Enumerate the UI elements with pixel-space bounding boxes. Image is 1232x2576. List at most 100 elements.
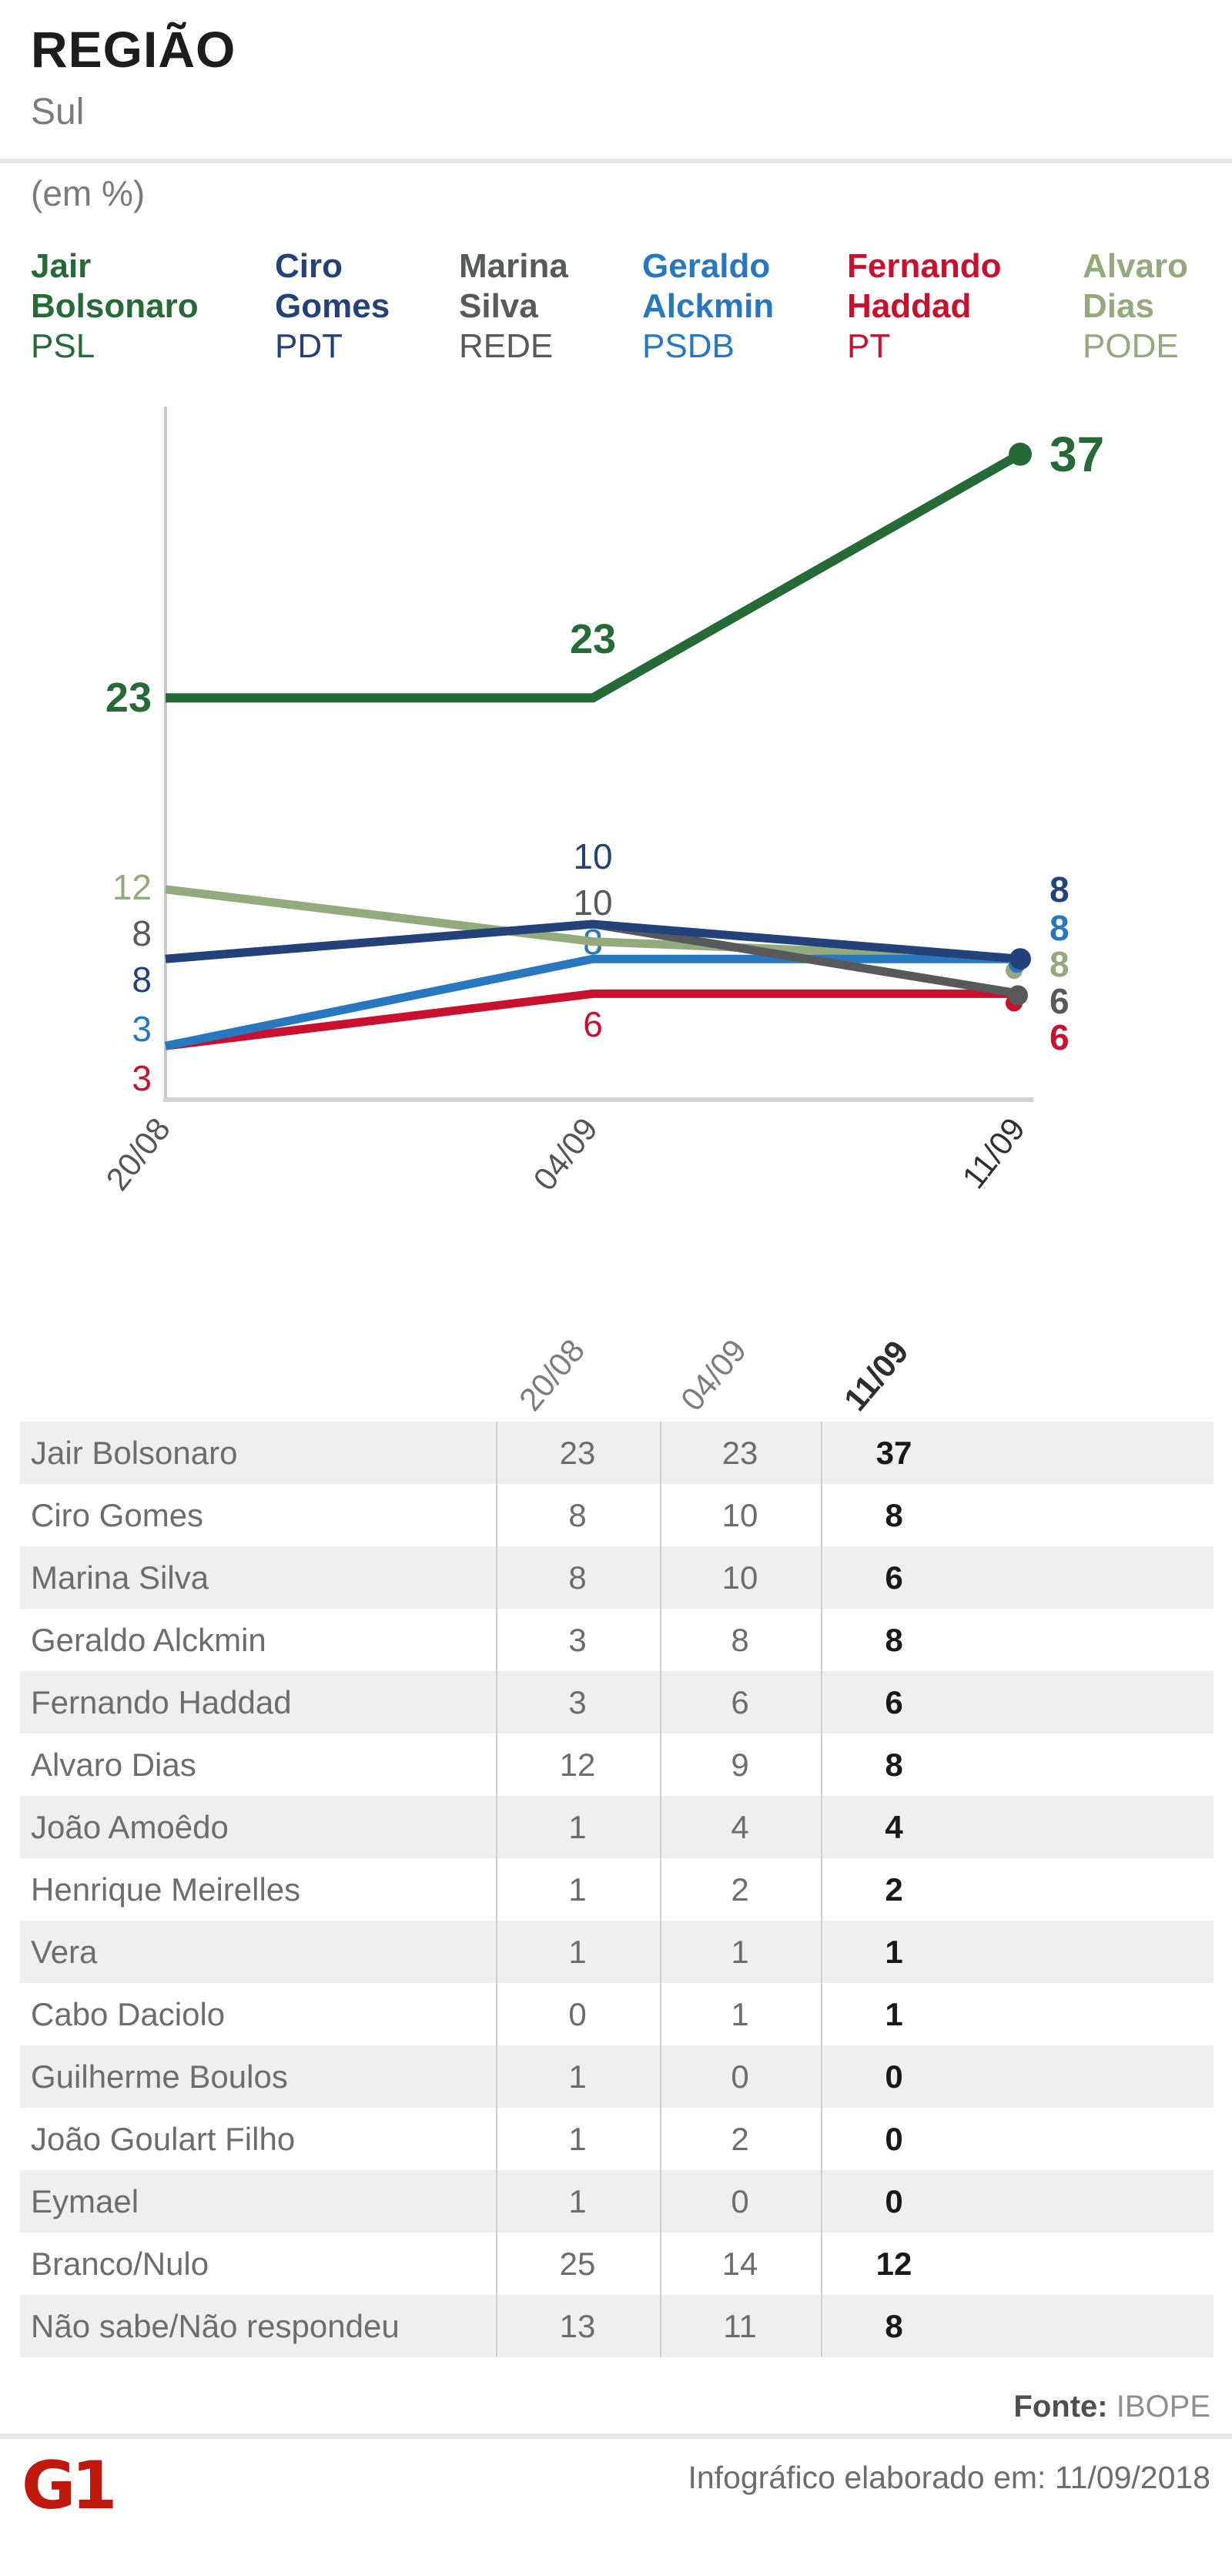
value-label-fernando-haddad-04-09: 6 [583,1004,603,1044]
table-row-eymael: Eymael 1 0 0 [20,2170,1214,2233]
table-column-header-20-08: 20/08 [511,1332,592,1418]
value-cell-20-08: 23 [559,1434,596,1471]
candidate-first-name: Alvaro [1083,247,1188,285]
value-cell-04-09: 10 [721,1559,758,1596]
value-label-ciro-gomes-04-09: 10 [573,836,612,876]
value-cell-20-08: 8 [568,1559,587,1596]
candidate-party: PT [847,327,891,365]
value-cell-11-09: 37 [875,1434,912,1471]
table-column-header-11-09: 11/09 [836,1333,916,1418]
value-label-fernando-haddad-20-08: 3 [132,1058,152,1098]
table-column-header-04-09: 04/09 [673,1332,754,1418]
candidate-name: João Amoêdo [31,1808,229,1845]
x-tick-label-11-09: 11/09 [955,1111,1032,1195]
header-divider [0,159,1232,163]
value-cell-11-09: 8 [885,1746,903,1783]
value-cell-04-09: 11 [723,2307,757,2344]
candidate-name: Vera [31,1933,98,1970]
series-line-geraldo-alckmin [164,954,1020,1050]
candidate-party: PDT [275,327,343,365]
table-row-na-o-sabe-na-o-respondeu: Não sabe/Não respondeu 13 11 8 [20,2295,1214,2357]
candidate-first-name: Geraldo [642,247,771,285]
value-cell-04-09: 1 [731,1933,749,1970]
page-subtitle: Sul [31,92,85,132]
candidate-party: PODE [1083,327,1179,365]
value-cell-20-08: 0 [568,1995,587,2032]
legend-item-silva: Marina Silva REDE [459,246,568,367]
table-row-joa-o-goulart-filho: João Goulart Filho 1 2 0 [20,2108,1214,2170]
value-label-alvaro-dias-11-09: 8 [1050,944,1070,984]
candidate-last-name: Silva [459,287,538,325]
candidate-party: PSDB [642,327,735,365]
candidate-name: João Goulart Filho [31,2120,296,2157]
endpoint-dot-ciro-gomes [1009,948,1031,970]
table-row-fernando-haddad: Fernando Haddad 3 6 6 [20,1671,1214,1734]
candidate-name: Jair Bolsonaro [31,1434,238,1471]
value-label-ciro-gomes-11-09: 8 [1050,869,1070,909]
candidate-first-name: Marina [459,247,568,285]
value-cell-20-08: 3 [568,1621,587,1658]
value-cell-04-09: 9 [731,1746,749,1783]
value-label-jair-bolsonaro-11-09: 37 [1050,427,1104,482]
table-row-henrique-meirelles: Henrique Meirelles 1 2 2 [20,1858,1214,1921]
candidate-name: Marina Silva [31,1559,209,1596]
table-row-joa-o-amoe-do: João Amoêdo 1 4 4 [20,1796,1214,1858]
value-cell-11-09: 8 [885,2307,903,2344]
value-cell-04-09: 8 [731,1621,749,1658]
credit-text: Infográfico elaborado em: 11/09/2018 [688,2460,1210,2495]
legend-item-haddad: Fernando Haddad PT [847,246,1001,367]
candidate-last-name: Haddad [847,287,972,325]
legend-item-dias: Alvaro Dias PODE [1083,246,1188,367]
table-row-alvaro-dias: Alvaro Dias 12 9 8 [20,1734,1214,1796]
footer-divider [0,2434,1232,2439]
table-row-jair-bolsonaro: Jair Bolsonaro 23 23 37 [20,1422,1214,1484]
source-value: IBOPE [1116,2390,1210,2424]
x-tick-label-04-09: 04/09 [526,1111,604,1198]
table-row-branco-nulo: Branco/Nulo 25 14 12 [20,2233,1214,2295]
table-row-geraldo-alckmin: Geraldo Alckmin 3 8 8 [20,1609,1214,1671]
value-cell-20-08: 8 [568,1496,587,1533]
legend-item-bolsonaro: Jair Bolsonaro PSL [31,246,199,367]
table-row-vera: Vera 1 1 1 [20,1921,1214,1983]
table-divider-0 [496,1422,497,2357]
table-divider-2 [821,1422,822,2357]
value-cell-20-08: 12 [559,1746,596,1783]
value-label-geraldo-alckmin-20-08: 3 [132,1009,152,1049]
value-cell-04-09: 2 [731,2120,749,2157]
candidate-name: Cabo Daciolo [31,1995,226,2032]
endpoint-dot-marina-silva [1008,985,1028,1006]
value-cell-20-08: 1 [568,1808,587,1845]
candidate-name: Geraldo Alckmin [31,1621,266,1658]
candidate-name: Henrique Meirelles [31,1871,301,1908]
candidate-name: Fernando Haddad [31,1683,292,1720]
value-label-jair-bolsonaro-20-08: 23 [105,675,152,721]
series-line-ciro-gomes [165,920,1021,963]
value-cell-20-08: 1 [568,2120,587,2157]
value-cell-20-08: 3 [568,1683,587,1720]
value-cell-04-09: 0 [731,2182,749,2219]
table-divider-1 [660,1422,661,2357]
value-label-marina-silva-04-09: 10 [573,883,612,923]
candidate-last-name: Gomes [275,287,390,325]
page-title: REGIÃO [31,21,236,78]
g1-logo: G1 [22,2447,117,2524]
value-cell-04-09: 1 [731,1995,749,2032]
value-cell-11-09: 8 [885,1496,903,1533]
candidate-name: Eymael [31,2182,139,2219]
x-tick-label-20-08: 20/08 [99,1111,177,1198]
candidate-name: Branco/Nulo [31,2245,209,2282]
value-cell-11-09: 8 [885,1621,903,1658]
candidate-name: Alvaro Dias [31,1746,196,1783]
value-cell-20-08: 1 [568,1871,587,1908]
value-cell-11-09: 4 [885,1808,903,1845]
source-label: Fonte: [1013,2390,1108,2424]
unit-label: (em %) [31,173,146,213]
value-cell-20-08: 1 [568,2058,587,2095]
table-row-cabo-daciolo: Cabo Daciolo 0 1 1 [20,1983,1214,2045]
value-cell-11-09: 0 [885,2058,903,2095]
candidate-first-name: Jair [31,247,92,285]
series-line-jair-bolsonaro [166,450,1023,703]
value-label-ciro-gomes-20-08: 8 [132,960,152,1000]
value-label-marina-silva-20-08: 8 [132,913,152,953]
